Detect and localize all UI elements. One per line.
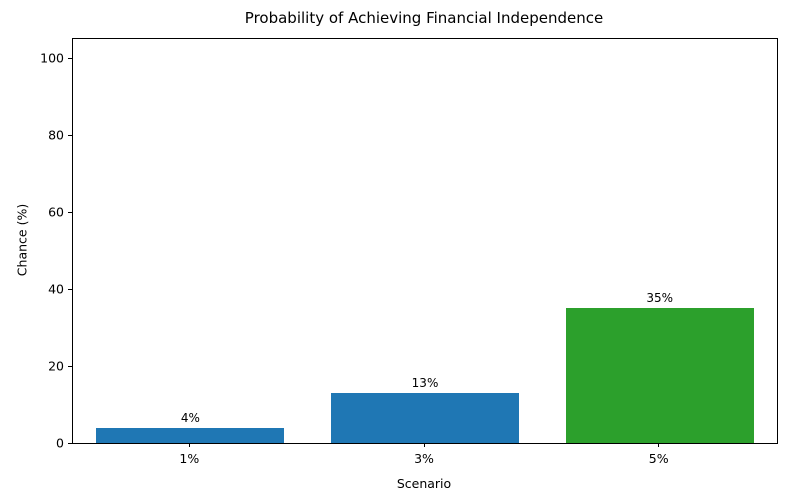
x-tick-slot: 1% [72,443,307,466]
x-tick-label: 1% [179,451,200,466]
x-tick-mark [658,443,660,447]
plot-area: 4% 13% 35% 0 20 40 60 80 100 [40,38,778,451]
y-tick-label: 0 [56,435,64,451]
x-tick-mark [423,443,425,447]
y-tick-mark [68,211,73,213]
y-axis-label: Chance (%) [14,203,30,277]
x-axis-label: Scenario [396,476,452,491]
y-tick-mark [68,134,73,136]
bar [565,308,754,443]
y-tick-label: 60 [48,204,64,220]
bar-value-label: 35% [646,291,674,306]
y-tick-label: 20 [48,358,64,374]
y-tick-mark [68,442,73,444]
x-tick-slot: 5% [541,443,776,466]
bar-value-label: 4% [180,410,200,425]
y-tick-mark [68,288,73,290]
chart-title: Probability of Achieving Financial Indep… [244,9,604,27]
y-tick-label: 80 [48,127,64,143]
x-tick-label: 5% [648,451,669,466]
bar [331,392,519,443]
y-tick-mark [68,57,73,59]
y-tick-mark [68,365,73,367]
bar-slot: 4% [73,39,308,443]
bars-container: 4% 13% 35% [73,39,777,443]
x-tick-label: 3% [414,451,434,466]
x-tick-mark [188,443,190,447]
y-tick-label: 40 [48,281,64,297]
y-tick-label: 100 [40,50,64,66]
x-tick-slot: 3% [307,443,542,466]
bar [96,427,285,443]
bar-slot: 35% [542,39,777,443]
bar-value-label: 13% [411,375,439,390]
bar-slot: 13% [308,39,543,443]
x-axis-ticks: 1% 3% 5% [72,443,776,466]
